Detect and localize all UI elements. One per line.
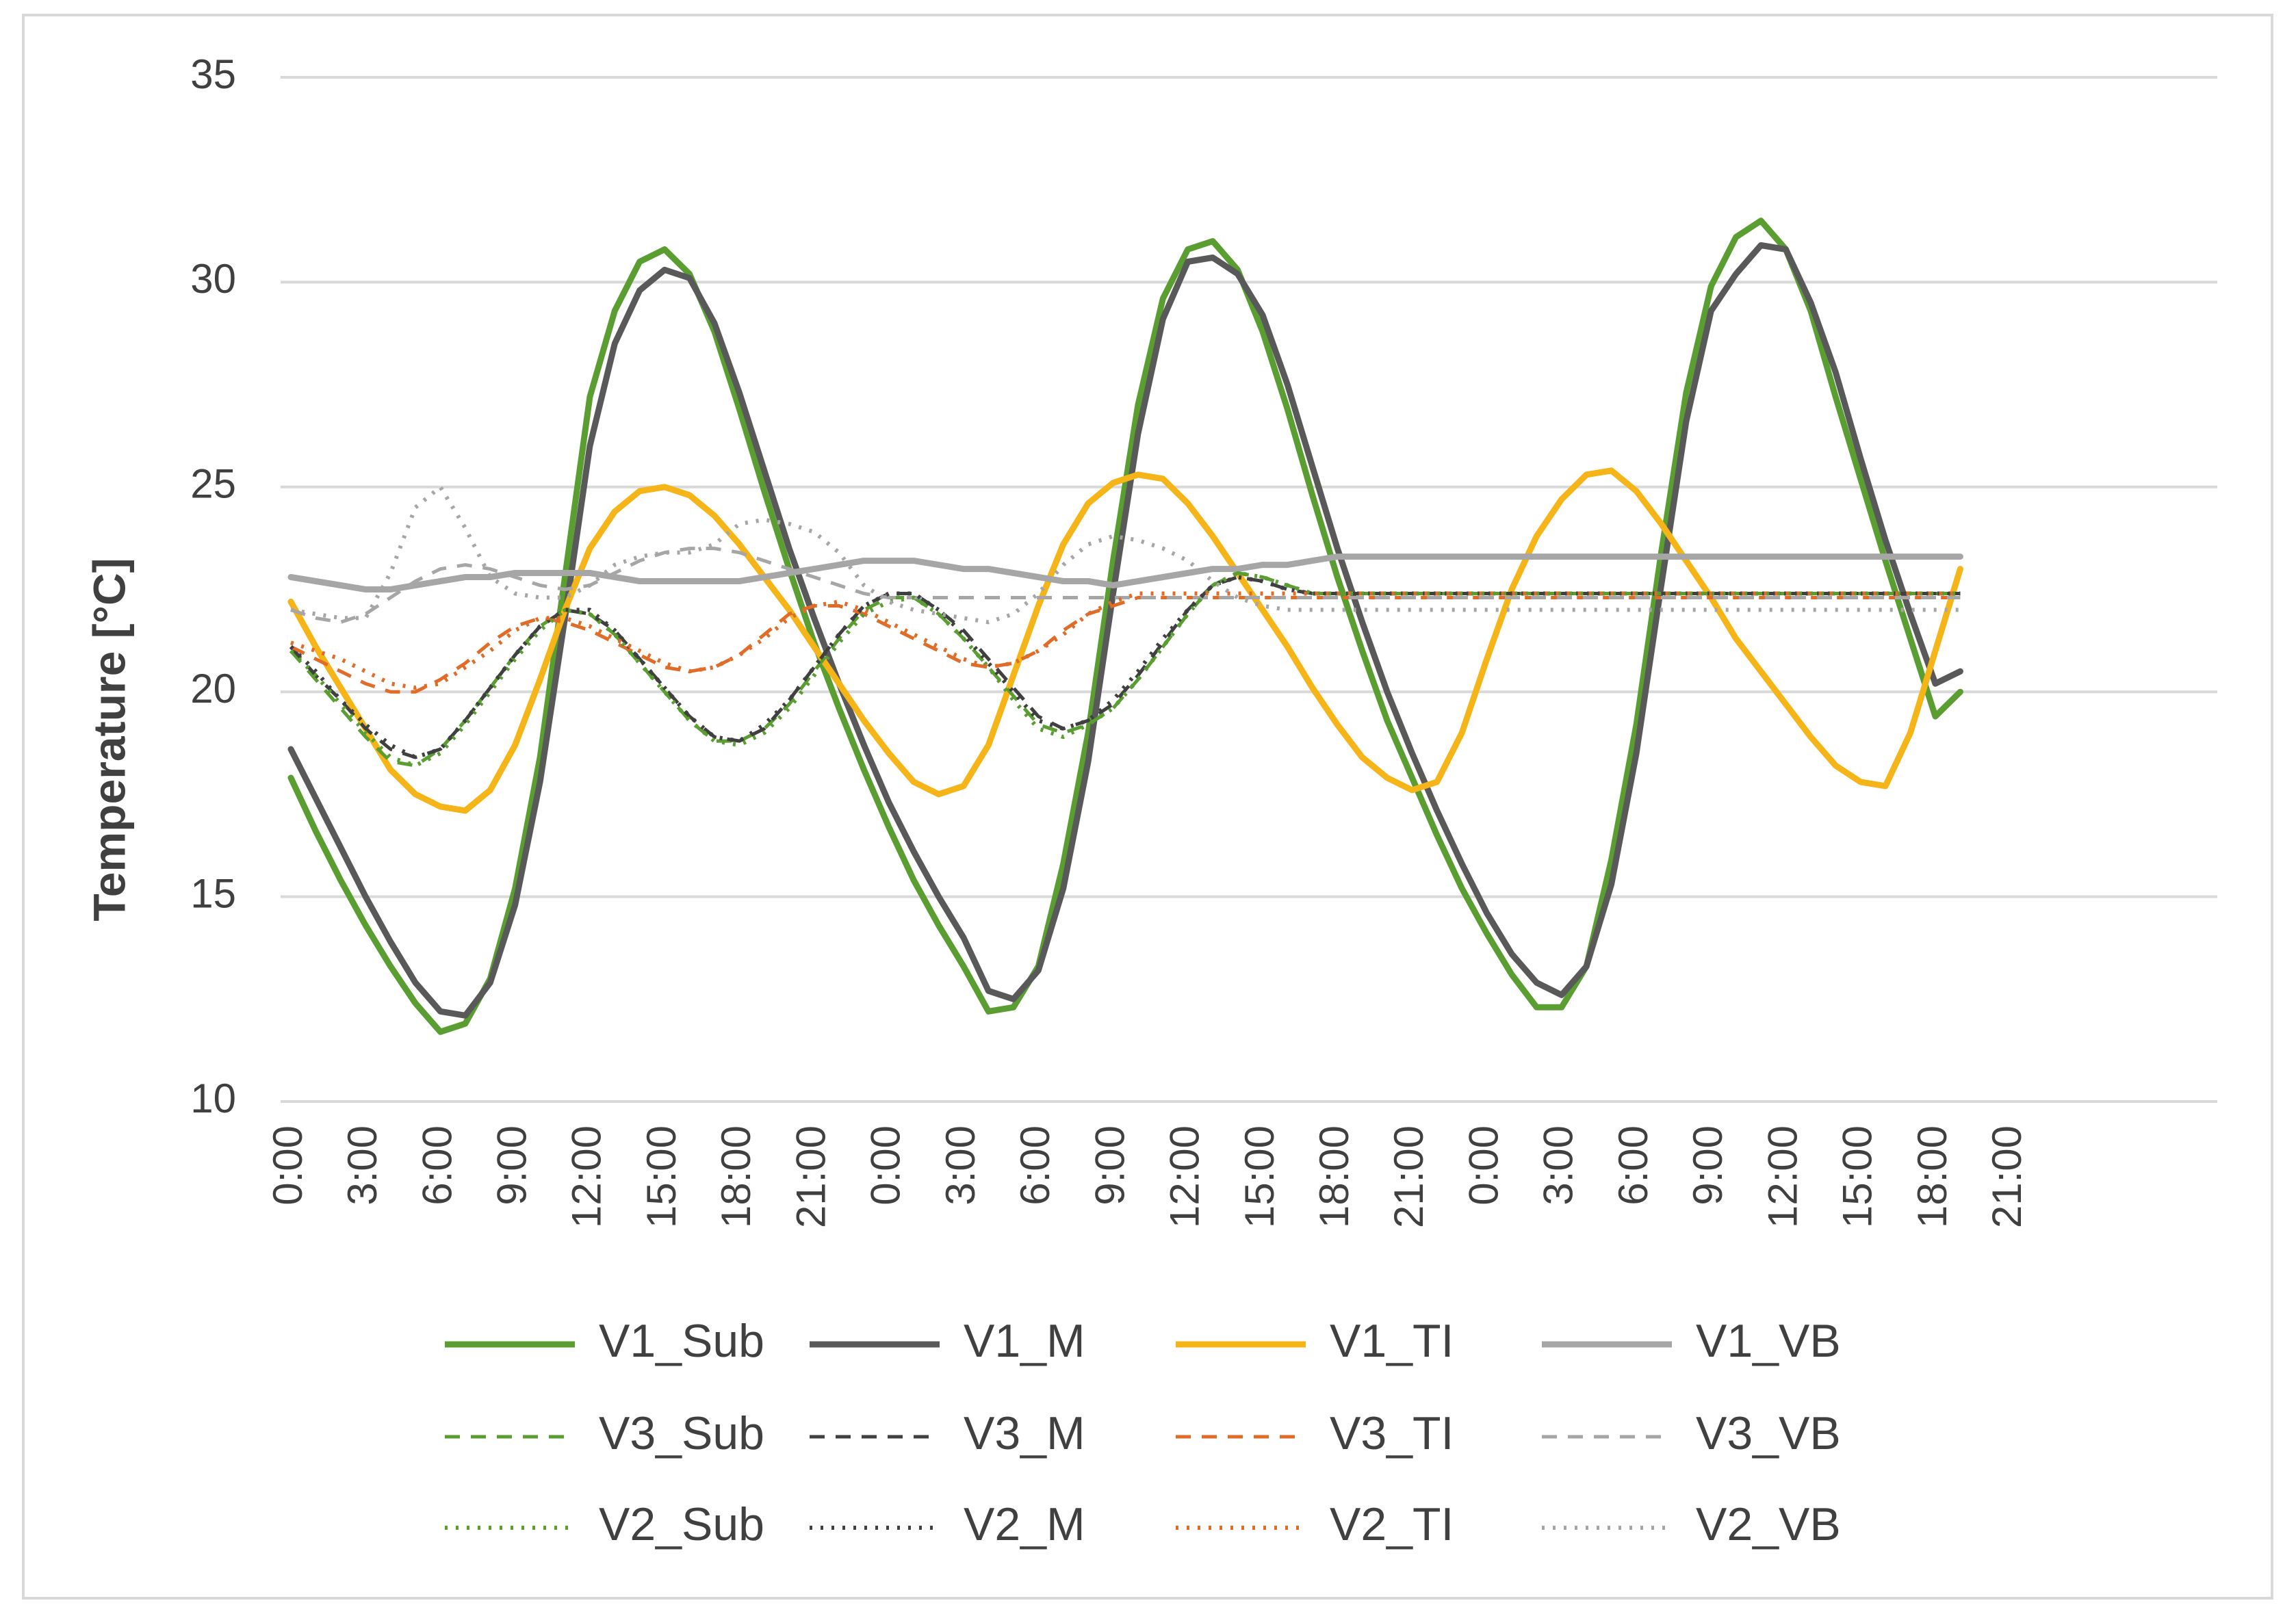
legend-label-v2-ti: V2_TI — [1330, 1498, 1454, 1550]
x-tick-label: 9:00 — [1087, 1125, 1133, 1206]
x-tick-label: 18:00 — [713, 1125, 759, 1228]
legend-label-v3-vb: V3_VB — [1696, 1407, 1841, 1459]
series-line-v3-m — [289, 575, 1961, 759]
x-tick-label: 21:00 — [1386, 1125, 1432, 1228]
y-tick-label: 20 — [190, 666, 236, 712]
x-tick-label: 3:00 — [1536, 1125, 1582, 1206]
legend-label-v1-m: V1_M — [964, 1315, 1085, 1367]
x-tick-label: 15:00 — [1835, 1125, 1881, 1228]
y-tick-label: 25 — [190, 461, 236, 507]
x-tick-label: 3:00 — [938, 1125, 983, 1206]
y-tick-label: 15 — [190, 870, 236, 916]
series-line-v2-sub — [289, 571, 1961, 768]
x-tick-label: 12:00 — [1759, 1125, 1805, 1228]
x-tick-label: 15:00 — [1237, 1125, 1282, 1228]
x-axis-ticks: 0:00 3:00 6:00 9:00 12:00 15:00 18:00 21:00 0:00… — [265, 1125, 2030, 1228]
legend-label-v2-vb: V2_VB — [1696, 1498, 1841, 1550]
x-tick-label: 0:00 — [1460, 1125, 1506, 1206]
x-tick-label: 0:00 — [863, 1125, 909, 1206]
legend-label-v2-sub: V2_Sub — [599, 1498, 764, 1550]
series-line-v3-vb — [290, 547, 1961, 624]
x-tick-label: 9:00 — [1685, 1125, 1731, 1206]
series-line-v2-ti — [290, 591, 1961, 690]
legend-label-v2-m: V2_M — [964, 1498, 1085, 1550]
legend-label-v3-sub: V3_Sub — [599, 1407, 764, 1459]
series-line-v1-m — [287, 242, 1963, 1019]
x-tick-label: 3:00 — [339, 1125, 385, 1206]
series-line-v1-vb — [287, 553, 1963, 592]
chart-frame — [22, 14, 2273, 1600]
y-tick-label: 35 — [190, 51, 236, 97]
legend-label-v1-sub: V1_Sub — [599, 1315, 764, 1367]
series-lines — [287, 218, 1963, 1035]
series-line-v3-ti — [289, 596, 1961, 694]
x-tick-label: 12:00 — [564, 1125, 610, 1228]
y-axis-ticks: 10 15 20 25 30 35 — [190, 51, 236, 1121]
series-line-v1-sub — [287, 218, 1963, 1035]
x-tick-label: 18:00 — [1311, 1125, 1357, 1228]
x-tick-label: 12:00 — [1162, 1125, 1208, 1228]
x-tick-label: 21:00 — [1984, 1125, 2030, 1228]
legend-label-v3-ti: V3_TI — [1330, 1407, 1454, 1459]
y-tick-label: 30 — [190, 256, 236, 302]
x-tick-label: 6:00 — [414, 1125, 460, 1206]
legend-label-v3-m: V3_M — [964, 1407, 1085, 1459]
x-tick-label: 15:00 — [639, 1125, 684, 1228]
x-tick-label: 21:00 — [788, 1125, 834, 1228]
legend-label-v1-ti: V1_TI — [1330, 1315, 1454, 1367]
x-tick-label: 9:00 — [489, 1125, 535, 1206]
x-tick-label: 0:00 — [265, 1125, 311, 1206]
y-tick-label: 10 — [190, 1076, 236, 1121]
series-line-v2-vb — [290, 484, 1961, 625]
legend-label-v1-vb: V1_VB — [1696, 1315, 1841, 1367]
x-tick-label: 6:00 — [1610, 1125, 1656, 1206]
legend: V1_Sub V1_M V1_TI V1_VB V3_Sub V3_M V3_TI V3_VB… — [445, 1315, 1841, 1550]
x-tick-label: 18:00 — [1909, 1125, 1955, 1228]
gridlines — [281, 76, 2217, 1103]
x-tick-label: 6:00 — [1012, 1125, 1058, 1206]
y-axis-label: Temperature [°C] — [83, 558, 134, 921]
